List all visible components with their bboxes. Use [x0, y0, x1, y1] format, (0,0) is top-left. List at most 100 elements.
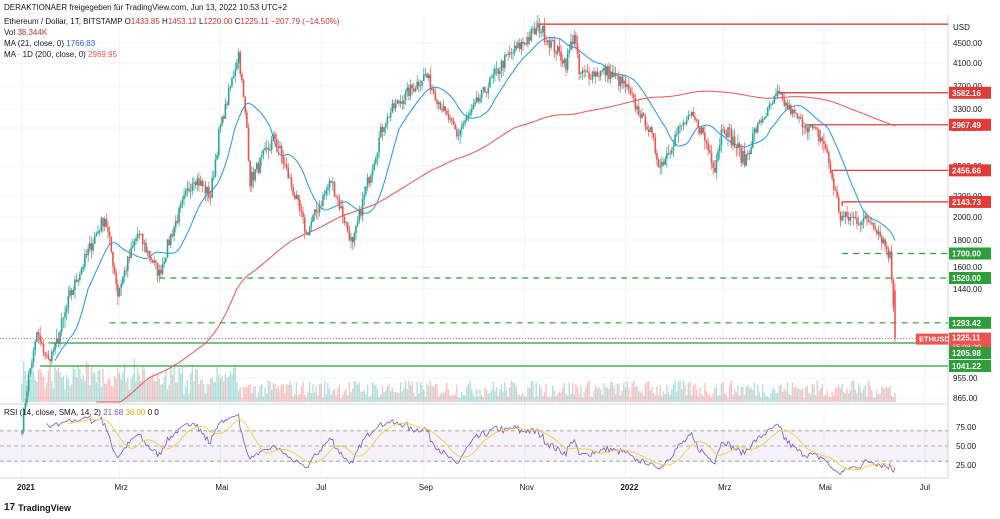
candle-body: [747, 152, 749, 155]
volume-bar: [237, 390, 240, 402]
volume-bar: [31, 372, 33, 402]
price-tick-label: 1440.00: [953, 285, 982, 294]
rsi-tick-label: 50.00: [956, 442, 977, 451]
candle-body: [613, 72, 615, 77]
volume-bar: [199, 379, 202, 402]
candle-body: [737, 143, 739, 149]
volume-bar: [108, 378, 111, 402]
support-label-bg: [949, 359, 991, 372]
candle-body: [469, 112, 471, 115]
candle-body: [844, 212, 847, 217]
volume-bar: [330, 395, 332, 402]
volume-bar: [184, 385, 187, 402]
volume-bar: [403, 387, 405, 402]
candle-body: [679, 125, 681, 127]
candle-body: [771, 103, 774, 105]
candle-body: [809, 125, 812, 127]
volume-bar: [133, 358, 136, 402]
volume-bar: [613, 385, 615, 402]
candle-body: [399, 101, 402, 104]
candle-body: [398, 100, 400, 104]
candle-body: [525, 42, 528, 45]
candle-body: [614, 72, 617, 77]
volume-bar: [575, 384, 577, 402]
candle-body: [535, 27, 538, 35]
candle-body: [861, 222, 863, 225]
candle-body: [280, 145, 283, 156]
volume-bar: [216, 367, 218, 402]
candle-body: [394, 103, 397, 109]
volume-bar: [628, 387, 630, 402]
volume-bar: [699, 387, 701, 402]
candle-body: [647, 129, 650, 132]
candle-body: [482, 87, 485, 91]
candle-body: [743, 151, 746, 166]
support-label-bg: [949, 316, 991, 329]
candle-body: [156, 262, 159, 276]
time-tick-label: Jul: [920, 483, 930, 492]
candle-body: [302, 212, 304, 218]
volume-bar: [588, 380, 590, 402]
candle-body: [209, 197, 212, 199]
volume-bar: [320, 383, 322, 402]
candle-body: [804, 126, 807, 128]
resistance-label: 2456.66: [952, 166, 981, 175]
candle-body: [31, 362, 33, 369]
volume-bar: [77, 365, 79, 402]
candle-body: [854, 216, 857, 219]
candle-body: [704, 132, 706, 141]
ma200-line: MA · 1D (200, close, 0) 2969.95: [4, 50, 117, 60]
volume-bar: [818, 391, 820, 402]
volume-bar: [413, 392, 415, 402]
rsi-value: 21.68: [103, 408, 124, 417]
volume-bar: [117, 368, 119, 402]
candle-body: [492, 74, 495, 78]
volume-bar: [725, 394, 728, 402]
volume-bar: [649, 390, 651, 402]
candle-body: [753, 128, 756, 134]
volume-bar: [864, 385, 866, 402]
volume-bar: [145, 382, 147, 402]
candle-body: [452, 120, 455, 125]
candle-body: [54, 342, 56, 351]
volume-bar: [312, 384, 314, 402]
volume-bar: [87, 364, 89, 402]
candle-body: [206, 186, 208, 194]
volume-bar: [49, 366, 51, 402]
resistance-label: 2143.73: [952, 198, 981, 207]
volume-bar: [393, 391, 395, 402]
candle-body: [408, 87, 410, 97]
volume-bar: [100, 387, 103, 402]
candle-body: [707, 143, 709, 151]
candle-body: [780, 93, 782, 95]
volume-bar: [292, 396, 294, 402]
candle-body: [548, 40, 551, 48]
candle-body: [813, 126, 815, 128]
candle-body: [174, 220, 177, 228]
volume-bar: [507, 396, 509, 402]
volume-bar: [247, 384, 250, 402]
candle-body: [550, 40, 552, 48]
candle-body: [508, 52, 511, 55]
candle-body: [623, 80, 625, 84]
candle-body: [606, 66, 609, 76]
rsi-ma-value: 36.00: [125, 408, 146, 417]
candle-body: [763, 117, 766, 119]
rsi-tick-label: 25.00: [956, 461, 977, 470]
candle-body: [598, 76, 600, 77]
candle-body: [50, 351, 53, 362]
volume-bar: [284, 392, 286, 402]
candle-body: [289, 177, 291, 179]
candle-body: [317, 211, 319, 213]
candle-body: [163, 262, 165, 265]
volume-bar: [224, 374, 227, 402]
volume-bar: [657, 395, 660, 402]
candle-body: [189, 190, 192, 192]
rsi-label: RSI (14, close, SMA, 14, 2): [4, 408, 101, 417]
volume-bar: [178, 367, 180, 402]
volume-bar: [223, 381, 225, 402]
candle-body: [308, 226, 311, 236]
footer[interactable]: 17 TradingView: [4, 502, 71, 513]
volume-bar: [557, 393, 559, 402]
